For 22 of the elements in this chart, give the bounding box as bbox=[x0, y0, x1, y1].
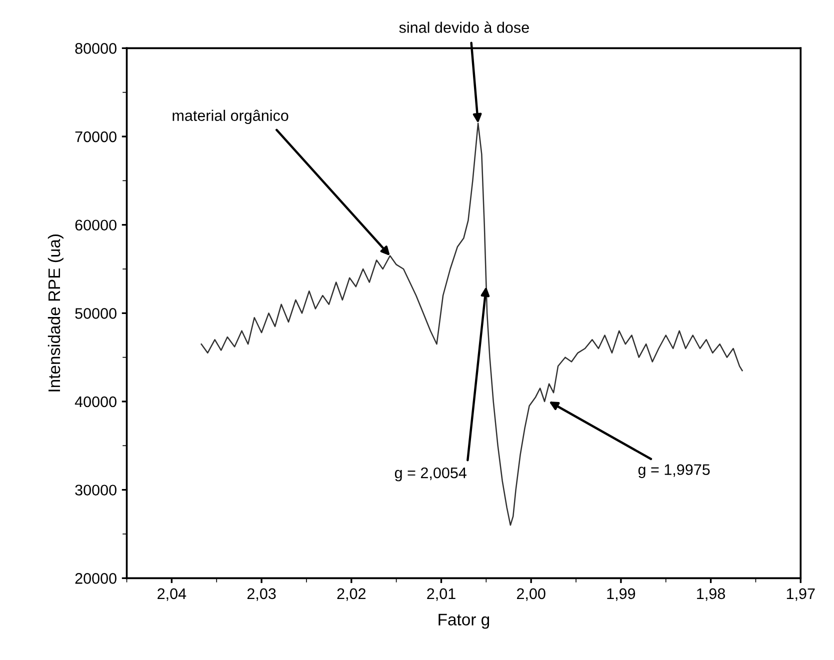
x-tick-label: 2,02 bbox=[337, 588, 366, 601]
y-tick-label: 70000 bbox=[75, 131, 116, 142]
x-tick-label: 1,98 bbox=[697, 588, 725, 601]
x-tick-label: 2,04 bbox=[158, 588, 186, 601]
annotation: g = 1,9975 bbox=[638, 464, 710, 478]
x-tick-label: 1,99 bbox=[607, 588, 636, 601]
line-series bbox=[200, 122, 743, 526]
annotation: sinal devido à dose bbox=[399, 22, 529, 33]
annotation: g = 2,0054 bbox=[394, 467, 466, 482]
y-tick-label: 80000 bbox=[75, 43, 116, 54]
x-tick-label: 2,03 bbox=[247, 588, 276, 601]
y-tick-label: 50000 bbox=[75, 308, 116, 319]
x-tick-label: 2,01 bbox=[427, 588, 456, 601]
y-tick-label: 40000 bbox=[74, 396, 116, 408]
y-tick-label: 20000 bbox=[75, 573, 116, 584]
annotation: material orgânico bbox=[172, 110, 288, 124]
x-axis-title: Fator g bbox=[438, 614, 490, 629]
y-tick-label: 30000 bbox=[75, 484, 116, 496]
y-axis-title: Intensidade RPE (ua) bbox=[48, 234, 64, 392]
x-tick-label: 1,97 bbox=[786, 588, 815, 601]
x-tick-label: 2,00 bbox=[516, 588, 546, 601]
y-tick-label: 60000 bbox=[75, 220, 116, 231]
